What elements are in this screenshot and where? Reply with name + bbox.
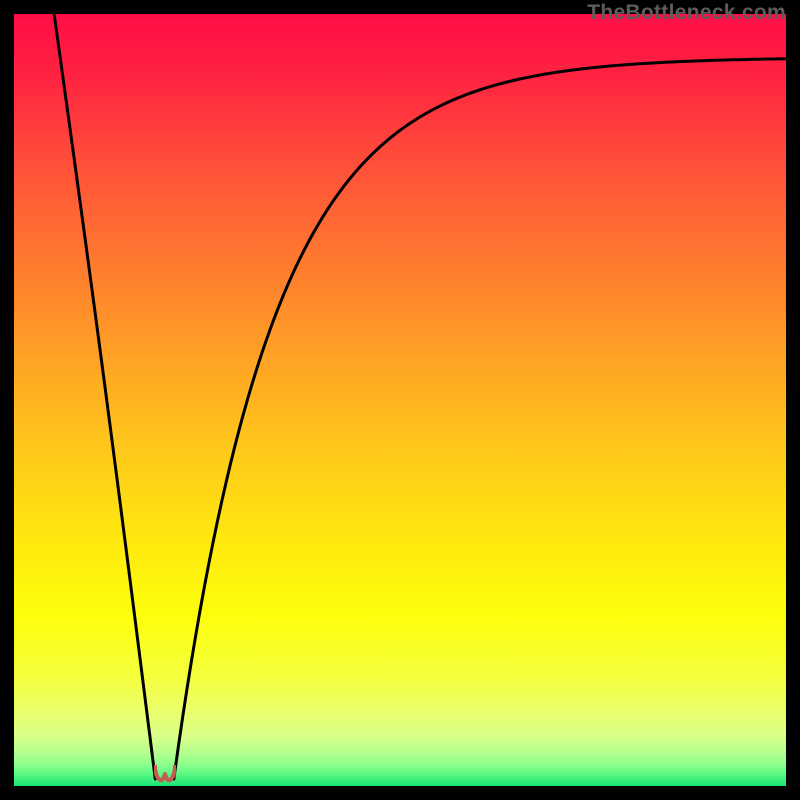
watermark-text: TheBottleneck.com bbox=[587, 1, 786, 25]
plot-area: TheBottleneck.com bbox=[14, 14, 786, 786]
dip-marker-icon bbox=[154, 765, 176, 783]
chart-frame: TheBottleneck.com bbox=[0, 0, 800, 800]
bottleneck-curve bbox=[14, 14, 786, 786]
